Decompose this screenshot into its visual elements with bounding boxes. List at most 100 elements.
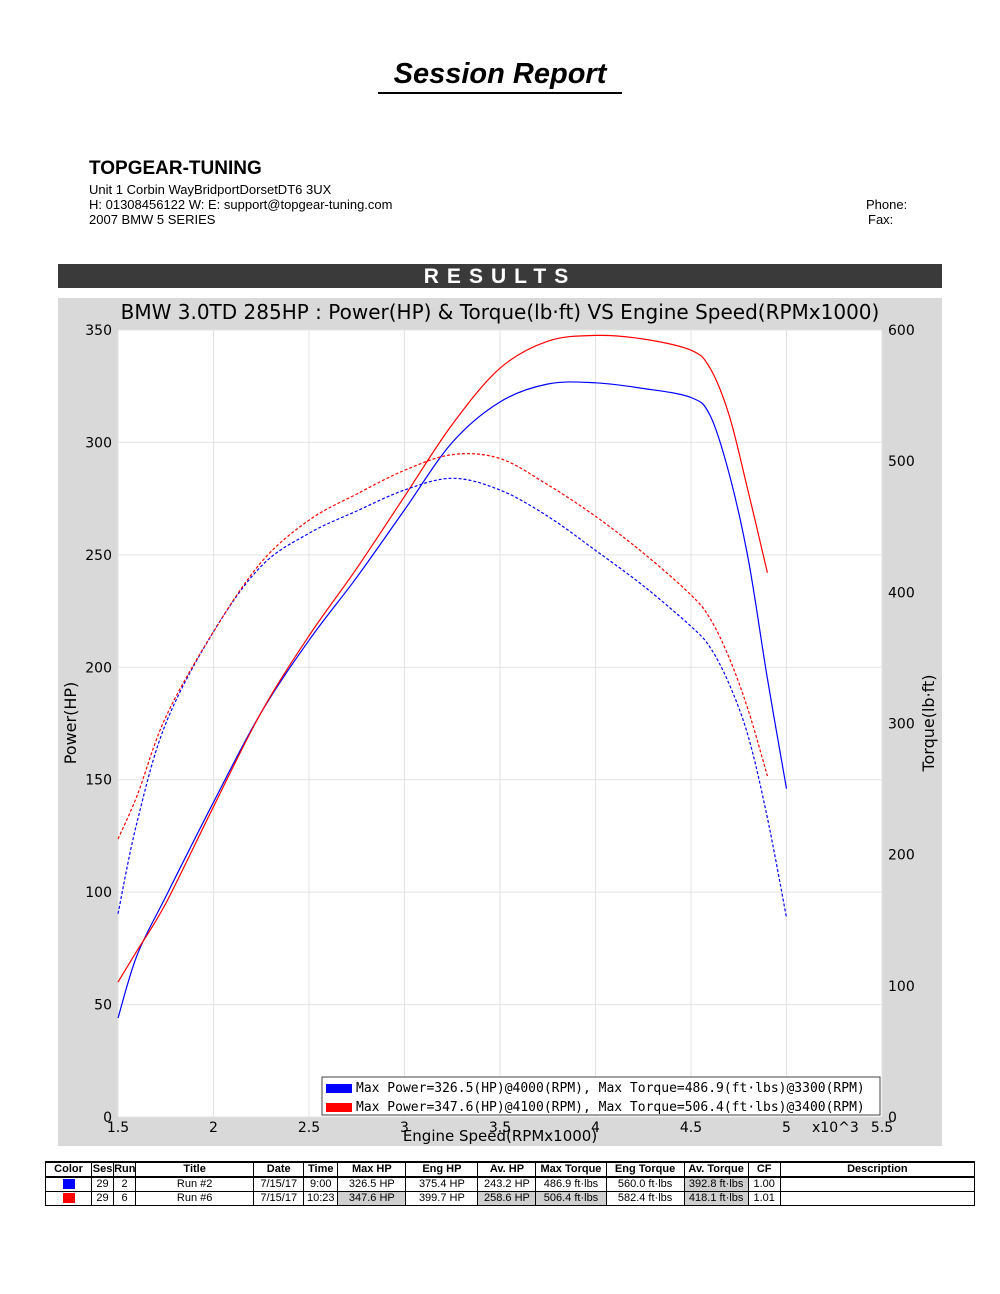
report-title-text: Session Report	[377, 58, 623, 94]
table-cell: 1.01	[747, 1191, 781, 1206]
company-address: Unit 1 Corbin WayBridportDorsetDT6 3UX	[89, 182, 332, 197]
x-axis-label: Engine Speed(RPMx1000)	[403, 1127, 597, 1145]
x-tick-label: 4.5	[680, 1120, 702, 1136]
phone-label: Phone:	[866, 197, 908, 212]
table-cell: 326.5 HP	[337, 1176, 407, 1192]
table-cell: 375.4 HP	[405, 1176, 479, 1192]
y-tick-label: 350	[85, 323, 112, 339]
legend-entry-red: Max Power=347.6(HP)@4100(RPM), Max Torqu…	[356, 1100, 865, 1115]
y-tick-label: 50	[94, 998, 112, 1014]
table-header-cell: Time	[303, 1161, 339, 1178]
y-tick-label: 250	[85, 548, 112, 564]
legend-entry-blue: Max Power=326.5(HP)@4000(RPM), Max Torqu…	[356, 1081, 865, 1096]
table-cell: 418.1 ft·lbs	[683, 1191, 749, 1206]
table-header-cell: Max Torque	[535, 1161, 607, 1178]
table-header-cell: Av. Torque	[683, 1161, 749, 1178]
y-tick-label: 150	[85, 773, 112, 789]
table-header-cell: Max HP	[337, 1161, 407, 1178]
y-tick-label: 100	[85, 885, 112, 901]
table-cell: 7/15/17	[253, 1176, 305, 1192]
table-cell: 486.9 ft·lbs	[535, 1176, 607, 1192]
y-tick-label: 200	[85, 660, 112, 676]
table-header-cell: Title	[135, 1161, 255, 1178]
table-cell: 392.8 ft·lbs	[683, 1176, 749, 1192]
table-cell: 9:00	[303, 1176, 339, 1192]
legend-swatch-blue	[326, 1084, 352, 1093]
y2-axis-label: Torque(lb·ft)	[919, 674, 938, 772]
vehicle-name: 2007 BMW 5 SERIES	[89, 212, 216, 227]
company-contact: H: 01308456122 W: E: support@topgear-tun…	[89, 197, 393, 212]
x-tick-label: 3.5	[489, 1120, 511, 1136]
power-line-blue	[117, 381, 788, 1019]
y2-tick-label: 300	[888, 717, 915, 733]
table-cell: Run #6	[135, 1191, 255, 1206]
report-title: Session Report	[0, 58, 1000, 94]
y2-tick-label: 0	[888, 1110, 897, 1126]
torque-line-blue	[117, 477, 788, 918]
table-cell	[779, 1176, 976, 1192]
run-color-swatch	[62, 1179, 75, 1190]
table-row: 29 6 Run #6 7/15/17 10:23 347.6 HP 399.7 HP 258…	[44, 1191, 976, 1206]
chart-title: BMW 3.0TD 285HP : Power(HP) & Torque(lb·…	[121, 300, 880, 324]
chart-legend: Max Power=326.5(HP)@4000(RPM), Max Torqu…	[321, 1076, 881, 1116]
table-header-row: Color Ses Run Title Date Time Max HP Eng HP Av. …	[44, 1161, 976, 1178]
table-header-cell: Date	[253, 1161, 305, 1178]
y-tick-label: 0	[103, 1110, 112, 1126]
table-body: 29 2 Run #2 7/15/17 9:00 326.5 HP 375.4 HP 243.…	[44, 1176, 976, 1206]
table-cell: 399.7 HP	[405, 1191, 479, 1206]
power-line-red	[117, 334, 768, 983]
results-header: RESULTS	[58, 264, 942, 288]
chart-grid	[117, 329, 883, 1118]
y2-tick-label: 100	[888, 979, 915, 995]
y2-tick-label: 500	[888, 454, 915, 470]
table-cell: 347.6 HP	[337, 1191, 407, 1206]
x-tick-label: 5.5	[871, 1120, 893, 1136]
table-header-cell: Run	[113, 1161, 137, 1178]
legend-swatch-red	[326, 1103, 352, 1112]
fax-label: Fax:	[868, 212, 894, 227]
table-cell: 258.6 HP	[477, 1191, 537, 1206]
x-tick-label: 3	[400, 1120, 409, 1136]
table-header-cell: Ses	[91, 1161, 115, 1178]
table-cell	[779, 1191, 976, 1206]
table-cell: 1.00	[747, 1176, 781, 1192]
table-header-cell: Description	[779, 1161, 976, 1178]
y-tick-label: 300	[85, 435, 112, 451]
x-tick-label: 4	[591, 1120, 600, 1136]
company-name: TOPGEAR-TUNING	[89, 158, 262, 179]
color-swatch-cell	[44, 1176, 93, 1192]
table-cell: 2	[113, 1176, 137, 1192]
table-row: 29 2 Run #2 7/15/17 9:00 326.5 HP 375.4 HP 243.…	[44, 1176, 976, 1192]
table-cell: 29	[91, 1191, 115, 1206]
y2-tick-label: 400	[888, 585, 915, 601]
table-header-cell: Av. HP	[477, 1161, 537, 1178]
axis-tick-labels: 1.5 2 2.5 3 3.5 4 4.5 5 5.5050100150200250300350…	[85, 323, 914, 1136]
power-torque-chart: 1.5 2 2.5 3 3.5 4 4.5 5 5.5050100150200250300350…	[61, 300, 938, 1145]
table-cell: 6	[113, 1191, 137, 1206]
x-tick-label: 5	[782, 1120, 791, 1136]
chart-panel: 1.5 2 2.5 3 3.5 4 4.5 5 5.5 0 50 100 150 200 250 300 350…	[58, 298, 942, 1146]
torque-line-red	[117, 453, 768, 840]
y-axis-label: Power(HP)	[61, 682, 80, 765]
chart-series	[117, 334, 788, 1019]
table-cell: 7/15/17	[253, 1191, 305, 1206]
table-cell: 582.4 ft·lbs	[605, 1191, 685, 1206]
table-cell: 560.0 ft·lbs	[605, 1176, 685, 1192]
table-cell: 10:23	[303, 1191, 339, 1206]
table-cell: 506.4 ft·lbs	[535, 1191, 607, 1206]
table-header-cell: CF	[747, 1161, 781, 1178]
y2-tick-label: 200	[888, 848, 915, 864]
x-tick-label: 1.5	[107, 1120, 129, 1136]
table-cell: 243.2 HP	[477, 1176, 537, 1192]
table-header-cell: Color	[44, 1161, 93, 1178]
y2-tick-label: 600	[888, 323, 915, 339]
color-swatch-cell	[44, 1191, 93, 1206]
x-tick-label: 2	[209, 1120, 218, 1136]
table-header-cell: Eng HP	[405, 1161, 479, 1178]
table-cell: Run #2	[135, 1176, 255, 1192]
runs-table: Color Ses Run Title Date Time Max HP Eng HP Av. …	[44, 1161, 976, 1206]
run-color-swatch	[62, 1193, 75, 1204]
table-cell: 29	[91, 1176, 115, 1192]
x-multiplier-label: x10^3	[812, 1120, 859, 1136]
x-tick-label: 2.5	[298, 1120, 320, 1136]
